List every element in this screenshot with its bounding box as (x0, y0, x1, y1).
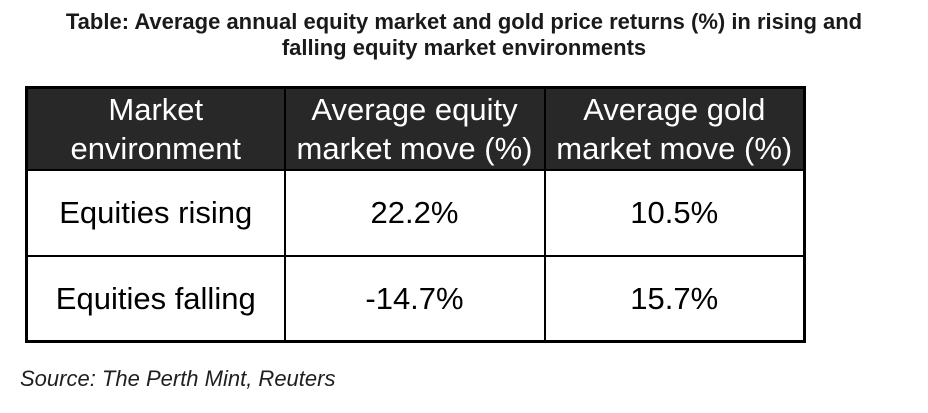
table-header-row: Market environment Average equity market… (25, 86, 806, 171)
column-header-market-environment: Market environment (25, 86, 286, 171)
source-attribution: Source: The Perth Mint, Reuters (20, 366, 336, 391)
column-header-avg-equity-move: Average equity market move (%) (283, 86, 546, 171)
cell-environment-rising: Equities rising (25, 168, 286, 257)
table-title: Table: Average annual equity market and … (65, 9, 863, 60)
table-row-equities-falling: Equities falling -14.7% 15.7% (25, 254, 806, 343)
cell-environment-falling: Equities falling (25, 254, 286, 343)
cell-equity-move-falling: -14.7% (283, 254, 546, 343)
returns-table: Market environment Average equity market… (25, 86, 806, 343)
cell-gold-move-falling: 15.7% (543, 254, 806, 343)
column-header-avg-gold-move: Average gold market move (%) (543, 86, 806, 171)
cell-gold-move-rising: 10.5% (543, 168, 806, 257)
cell-equity-move-rising: 22.2% (283, 168, 546, 257)
table-row-equities-rising: Equities rising 22.2% 10.5% (25, 168, 806, 257)
